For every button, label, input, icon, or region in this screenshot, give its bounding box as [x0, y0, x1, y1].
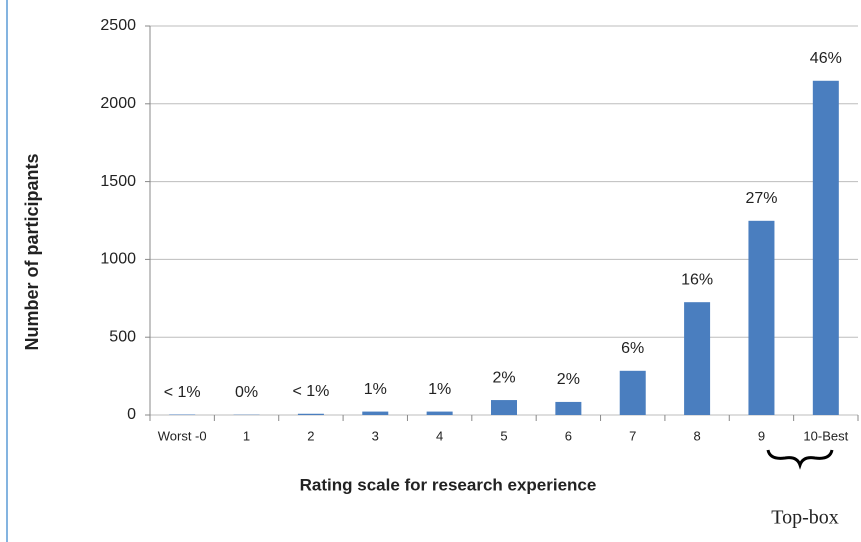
bar [362, 411, 389, 415]
x-axis-title: Rating scale for research experience [300, 475, 597, 494]
value-label: 0% [235, 384, 258, 401]
value-label: 2% [557, 371, 580, 388]
value-label: 16% [681, 271, 713, 288]
x-tick-label: 1 [243, 428, 250, 443]
x-tick-label: Worst -0 [158, 428, 207, 443]
bar [297, 413, 324, 415]
value-label: < 1% [164, 384, 201, 401]
value-label: 1% [364, 381, 387, 398]
x-tick-label: 3 [372, 428, 379, 443]
x-tick-label: 10-Best [803, 428, 848, 443]
bar [748, 220, 775, 415]
y-tick-label: 500 [109, 328, 136, 345]
x-tick-label: 7 [629, 428, 636, 443]
x-tick-label: 5 [500, 428, 507, 443]
bar [812, 80, 839, 415]
bar [555, 401, 582, 415]
y-axis-title: Number of participants [22, 153, 42, 350]
bar [619, 370, 646, 415]
annotation: Top-box [771, 507, 838, 529]
x-tick-label: 6 [565, 428, 572, 443]
bar [426, 411, 453, 415]
y-tick-label: 2000 [100, 95, 136, 112]
value-label: 27% [745, 190, 777, 207]
bar [491, 400, 517, 415]
brace [766, 449, 834, 470]
bar [684, 302, 711, 415]
value-label: 6% [621, 340, 644, 357]
x-tick-label: 4 [436, 428, 443, 443]
x-tick-label: 9 [758, 428, 765, 443]
y-tick-label: 1500 [100, 173, 136, 190]
value-label: < 1% [292, 383, 329, 400]
value-label: 46% [810, 50, 842, 67]
y-tick-label: 0 [127, 406, 136, 423]
y-tick-label: 1000 [100, 251, 136, 268]
value-label: 1% [428, 381, 451, 398]
value-label: 2% [492, 369, 515, 386]
y-tick-label: 2500 [100, 17, 136, 34]
x-tick-label: 2 [307, 428, 314, 443]
x-tick-label: 8 [693, 428, 700, 443]
